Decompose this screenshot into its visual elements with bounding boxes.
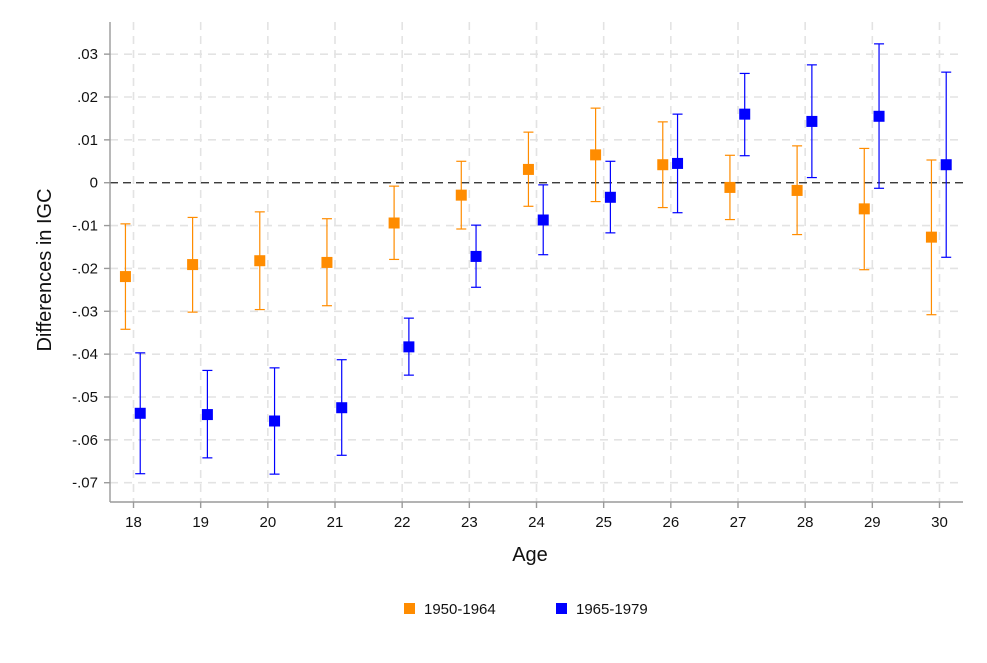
point-1950-1964-age-22 — [388, 217, 400, 229]
point-1950-1964-age-20 — [254, 255, 266, 267]
point-1965-1979-age-29 — [873, 110, 885, 122]
x-tick-label-7: 25 — [595, 514, 612, 531]
y-tick-label-4: -.01 — [72, 218, 98, 235]
point-1950-1964-age-23 — [455, 189, 467, 201]
y-tick-label-10: -.07 — [72, 475, 98, 492]
x-tick-label-12: 30 — [931, 514, 948, 531]
point-1965-1979-age-28 — [806, 115, 818, 127]
x-tick-label-5: 23 — [461, 514, 478, 531]
point-1950-1964-age-30 — [925, 231, 937, 243]
point-1965-1979-age-23 — [470, 250, 482, 262]
x-tick-label-2: 20 — [259, 514, 276, 531]
legend-label-1965-1979: 1965-1979 — [576, 601, 648, 618]
point-1950-1964-age-29 — [858, 203, 870, 215]
x-tick-label-6: 24 — [528, 514, 545, 531]
point-1965-1979-age-26 — [672, 157, 684, 169]
x-tick-label-4: 22 — [394, 514, 411, 531]
point-1950-1964-age-19 — [187, 259, 199, 271]
point-1965-1979-age-19 — [201, 409, 213, 421]
x-axis-title: Age — [512, 544, 548, 566]
y-tick-label-9: -.06 — [72, 432, 98, 449]
y-tick-label-6: -.03 — [72, 303, 98, 320]
y-tick-label-3: 0 — [90, 175, 98, 192]
point-1965-1979-age-22 — [403, 341, 415, 353]
marker-layer — [119, 108, 952, 427]
point-1965-1979-age-25 — [604, 191, 616, 203]
point-1965-1979-age-20 — [269, 415, 281, 427]
x-tick-label-0: 18 — [125, 514, 142, 531]
y-tick-label-7: -.04 — [72, 346, 98, 363]
point-1950-1964-age-25 — [590, 149, 602, 161]
legend: 1950-1964 1965-1979 — [404, 601, 648, 618]
x-tick-label-9: 27 — [730, 514, 747, 531]
grid-layer — [110, 22, 963, 502]
y-tick-label-0: .03 — [77, 46, 98, 63]
point-1965-1979-age-30 — [940, 159, 952, 171]
legend-swatch-1950-1964 — [404, 603, 415, 614]
x-tick-label-10: 28 — [797, 514, 814, 531]
x-tick-label-1: 19 — [192, 514, 209, 531]
legend-label-1950-1964: 1950-1964 — [424, 601, 496, 618]
point-1965-1979-age-27 — [739, 108, 751, 120]
y-tick-label-5: -.02 — [72, 260, 98, 277]
point-1950-1964-age-18 — [119, 271, 131, 283]
point-1950-1964-age-21 — [321, 256, 333, 268]
x-tick-label-3: 21 — [327, 514, 344, 531]
point-1950-1964-age-24 — [522, 163, 534, 175]
x-tick-label-11: 29 — [864, 514, 881, 531]
point-1950-1964-age-26 — [657, 159, 669, 171]
point-1965-1979-age-18 — [134, 407, 146, 419]
y-tick-label-8: -.05 — [72, 389, 98, 406]
axes-layer: .03 .02 .01 0 -.01 -.02 -.03 -.04 -.05 -.06 -.07 18… — [72, 22, 963, 531]
point-1965-1979-age-21 — [336, 402, 348, 414]
point-1950-1964-age-28 — [791, 184, 803, 196]
point-1950-1964-age-27 — [724, 181, 736, 193]
y-axis-title: Differences in IGC — [34, 188, 56, 351]
y-tick-label-1: .02 — [77, 89, 98, 106]
point-1965-1979-age-24 — [537, 214, 549, 226]
y-tick-label-2: .01 — [77, 132, 98, 149]
legend-swatch-1965-1979 — [556, 603, 567, 614]
x-tick-label-8: 26 — [662, 514, 679, 531]
